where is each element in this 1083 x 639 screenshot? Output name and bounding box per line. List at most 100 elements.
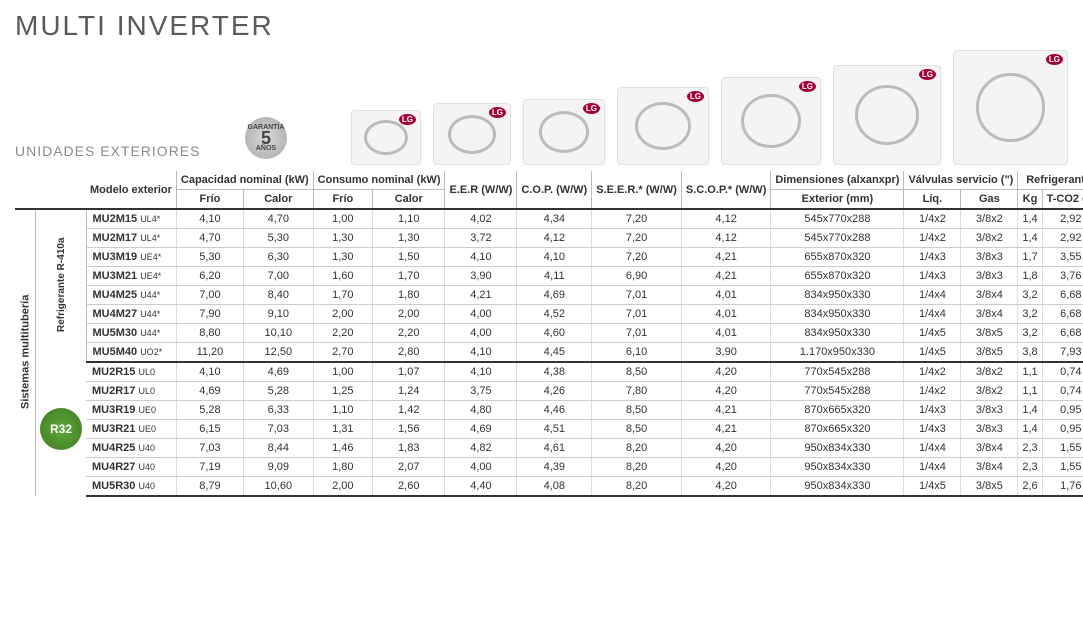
table-row: R32MU2R15 UL04,104,691,001,074,104,388,5… [15, 362, 1083, 382]
cell-model: MU5M40 UO2* [86, 343, 176, 363]
cell-kg: 1,1 [1018, 382, 1042, 401]
cell-scop: 4,21 [681, 267, 770, 286]
cell-seer: 6,10 [592, 343, 682, 363]
cell-cc: 9,10 [243, 305, 313, 324]
cell-tco2: 2,92 [1042, 229, 1083, 248]
cell-kg: 1,4 [1018, 209, 1042, 229]
cell-seer: 7,80 [592, 382, 682, 401]
table-row: MU4R27 U407,199,091,802,074,004,398,204,… [15, 458, 1083, 477]
cell-dim: 655x870x320 [771, 248, 904, 267]
cell-scop: 4,20 [681, 362, 770, 382]
cell-liq: 1/4x2 [904, 382, 961, 401]
cell-eer: 4,10 [445, 248, 517, 267]
cell-pc: 1,07 [373, 362, 445, 382]
cell-scop: 4,20 [681, 458, 770, 477]
cell-kg: 2,6 [1018, 477, 1042, 497]
col-consumo: Consumo nominal (kW) [313, 171, 445, 190]
cell-pf: 1,10 [313, 401, 372, 420]
warranty-bottom: AÑOS [256, 145, 276, 152]
cell-cc: 12,50 [243, 343, 313, 363]
cell-cop: 4,51 [517, 420, 592, 439]
cell-cc: 10,60 [243, 477, 313, 497]
cell-seer: 7,20 [592, 229, 682, 248]
cell-tco2: 1,76 [1042, 477, 1083, 497]
lg-logo: LG [399, 114, 416, 125]
side-label-r32: R32 [36, 362, 87, 496]
cell-liq: 1/4x5 [904, 343, 961, 363]
cell-pf: 1,25 [313, 382, 372, 401]
cell-pf: 2,70 [313, 343, 372, 363]
cell-scop: 4,01 [681, 305, 770, 324]
cell-cf: 6,15 [176, 420, 243, 439]
cell-gas: 3/8x4 [961, 439, 1018, 458]
table-row: MU2R17 UL04,695,281,251,243,754,267,804,… [15, 382, 1083, 401]
cell-cf: 6,20 [176, 267, 243, 286]
cell-seer: 8,50 [592, 420, 682, 439]
cell-pc: 1,70 [373, 267, 445, 286]
cell-liq: 1/4x4 [904, 305, 961, 324]
cell-gas: 3/8x3 [961, 248, 1018, 267]
cell-seer: 7,20 [592, 209, 682, 229]
col-con-calor: Calor [373, 190, 445, 210]
cell-liq: 1/4x3 [904, 401, 961, 420]
cell-kg: 2,3 [1018, 439, 1042, 458]
cell-liq: 1/4x3 [904, 267, 961, 286]
cell-scop: 4,12 [681, 229, 770, 248]
col-eer: E.E.R (W/W) [445, 171, 517, 209]
header-row: UNIDADES EXTERIORES GARANTÍA 5 AÑOS LGLG… [15, 50, 1068, 165]
warranty-badge: GARANTÍA 5 AÑOS [245, 117, 287, 159]
unit-image: LG [523, 99, 605, 165]
unit-image: LG [433, 103, 511, 165]
table-row: MU2M17 UL4*4,705,301,301,303,724,127,204… [15, 229, 1083, 248]
page-title: MULTI INVERTER [15, 10, 1068, 42]
cell-liq: 1/4x2 [904, 229, 961, 248]
table-row: MU5M40 UO2*11,2012,502,702,804,104,456,1… [15, 343, 1083, 363]
cell-pc: 1,42 [373, 401, 445, 420]
r32-badge: R32 [40, 408, 82, 450]
cell-model: MU4M25 U44* [86, 286, 176, 305]
cell-scop: 4,21 [681, 420, 770, 439]
cell-dim: 834x950x330 [771, 324, 904, 343]
cell-eer: 4,21 [445, 286, 517, 305]
spec-table: Modelo exterior Capacidad nominal (kW) C… [15, 171, 1083, 497]
cell-dim: 870x665x320 [771, 420, 904, 439]
cell-model: MU5M30 U44* [86, 324, 176, 343]
cell-dim: 834x950x330 [771, 305, 904, 324]
col-capacidad: Capacidad nominal (kW) [176, 171, 313, 190]
unit-image: LG [617, 87, 709, 165]
col-refr: Refrigerante [1018, 171, 1083, 190]
cell-tco2: 0,74 [1042, 382, 1083, 401]
cell-gas: 3/8x3 [961, 401, 1018, 420]
section-subtitle: UNIDADES EXTERIORES [15, 143, 235, 165]
col-modelo: Modelo exterior [86, 171, 176, 209]
cell-pf: 1,60 [313, 267, 372, 286]
table-row: MU4M27 U44*7,909,102,002,004,004,527,014… [15, 305, 1083, 324]
cell-cop: 4,46 [517, 401, 592, 420]
cell-pf: 1,30 [313, 248, 372, 267]
unit-image: LG [351, 110, 421, 165]
lg-logo: LG [1046, 54, 1063, 65]
cell-model: MU4R25 U40 [86, 439, 176, 458]
cell-pf: 1,46 [313, 439, 372, 458]
cell-dim: 770x545x288 [771, 362, 904, 382]
cell-cf: 4,69 [176, 382, 243, 401]
cell-tco2: 2,92 [1042, 209, 1083, 229]
cell-kg: 2,3 [1018, 458, 1042, 477]
cell-scop: 4,01 [681, 324, 770, 343]
cell-eer: 4,00 [445, 324, 517, 343]
warranty-num: 5 [261, 131, 271, 145]
col-dim-sub: Exterior (mm) [771, 190, 904, 210]
cell-liq: 1/4x2 [904, 209, 961, 229]
table-row: MU3R19 UE05,286,331,101,424,804,468,504,… [15, 401, 1083, 420]
cell-cc: 8,44 [243, 439, 313, 458]
cell-pc: 1,50 [373, 248, 445, 267]
cell-cc: 4,70 [243, 209, 313, 229]
col-scop: S.C.O.P.* (W/W) [681, 171, 770, 209]
cell-cop: 4,11 [517, 267, 592, 286]
cell-pc: 2,07 [373, 458, 445, 477]
cell-kg: 3,8 [1018, 343, 1042, 363]
cell-gas: 3/8x5 [961, 324, 1018, 343]
cell-kg: 1,7 [1018, 248, 1042, 267]
cell-scop: 4,20 [681, 382, 770, 401]
cell-eer: 3,75 [445, 382, 517, 401]
